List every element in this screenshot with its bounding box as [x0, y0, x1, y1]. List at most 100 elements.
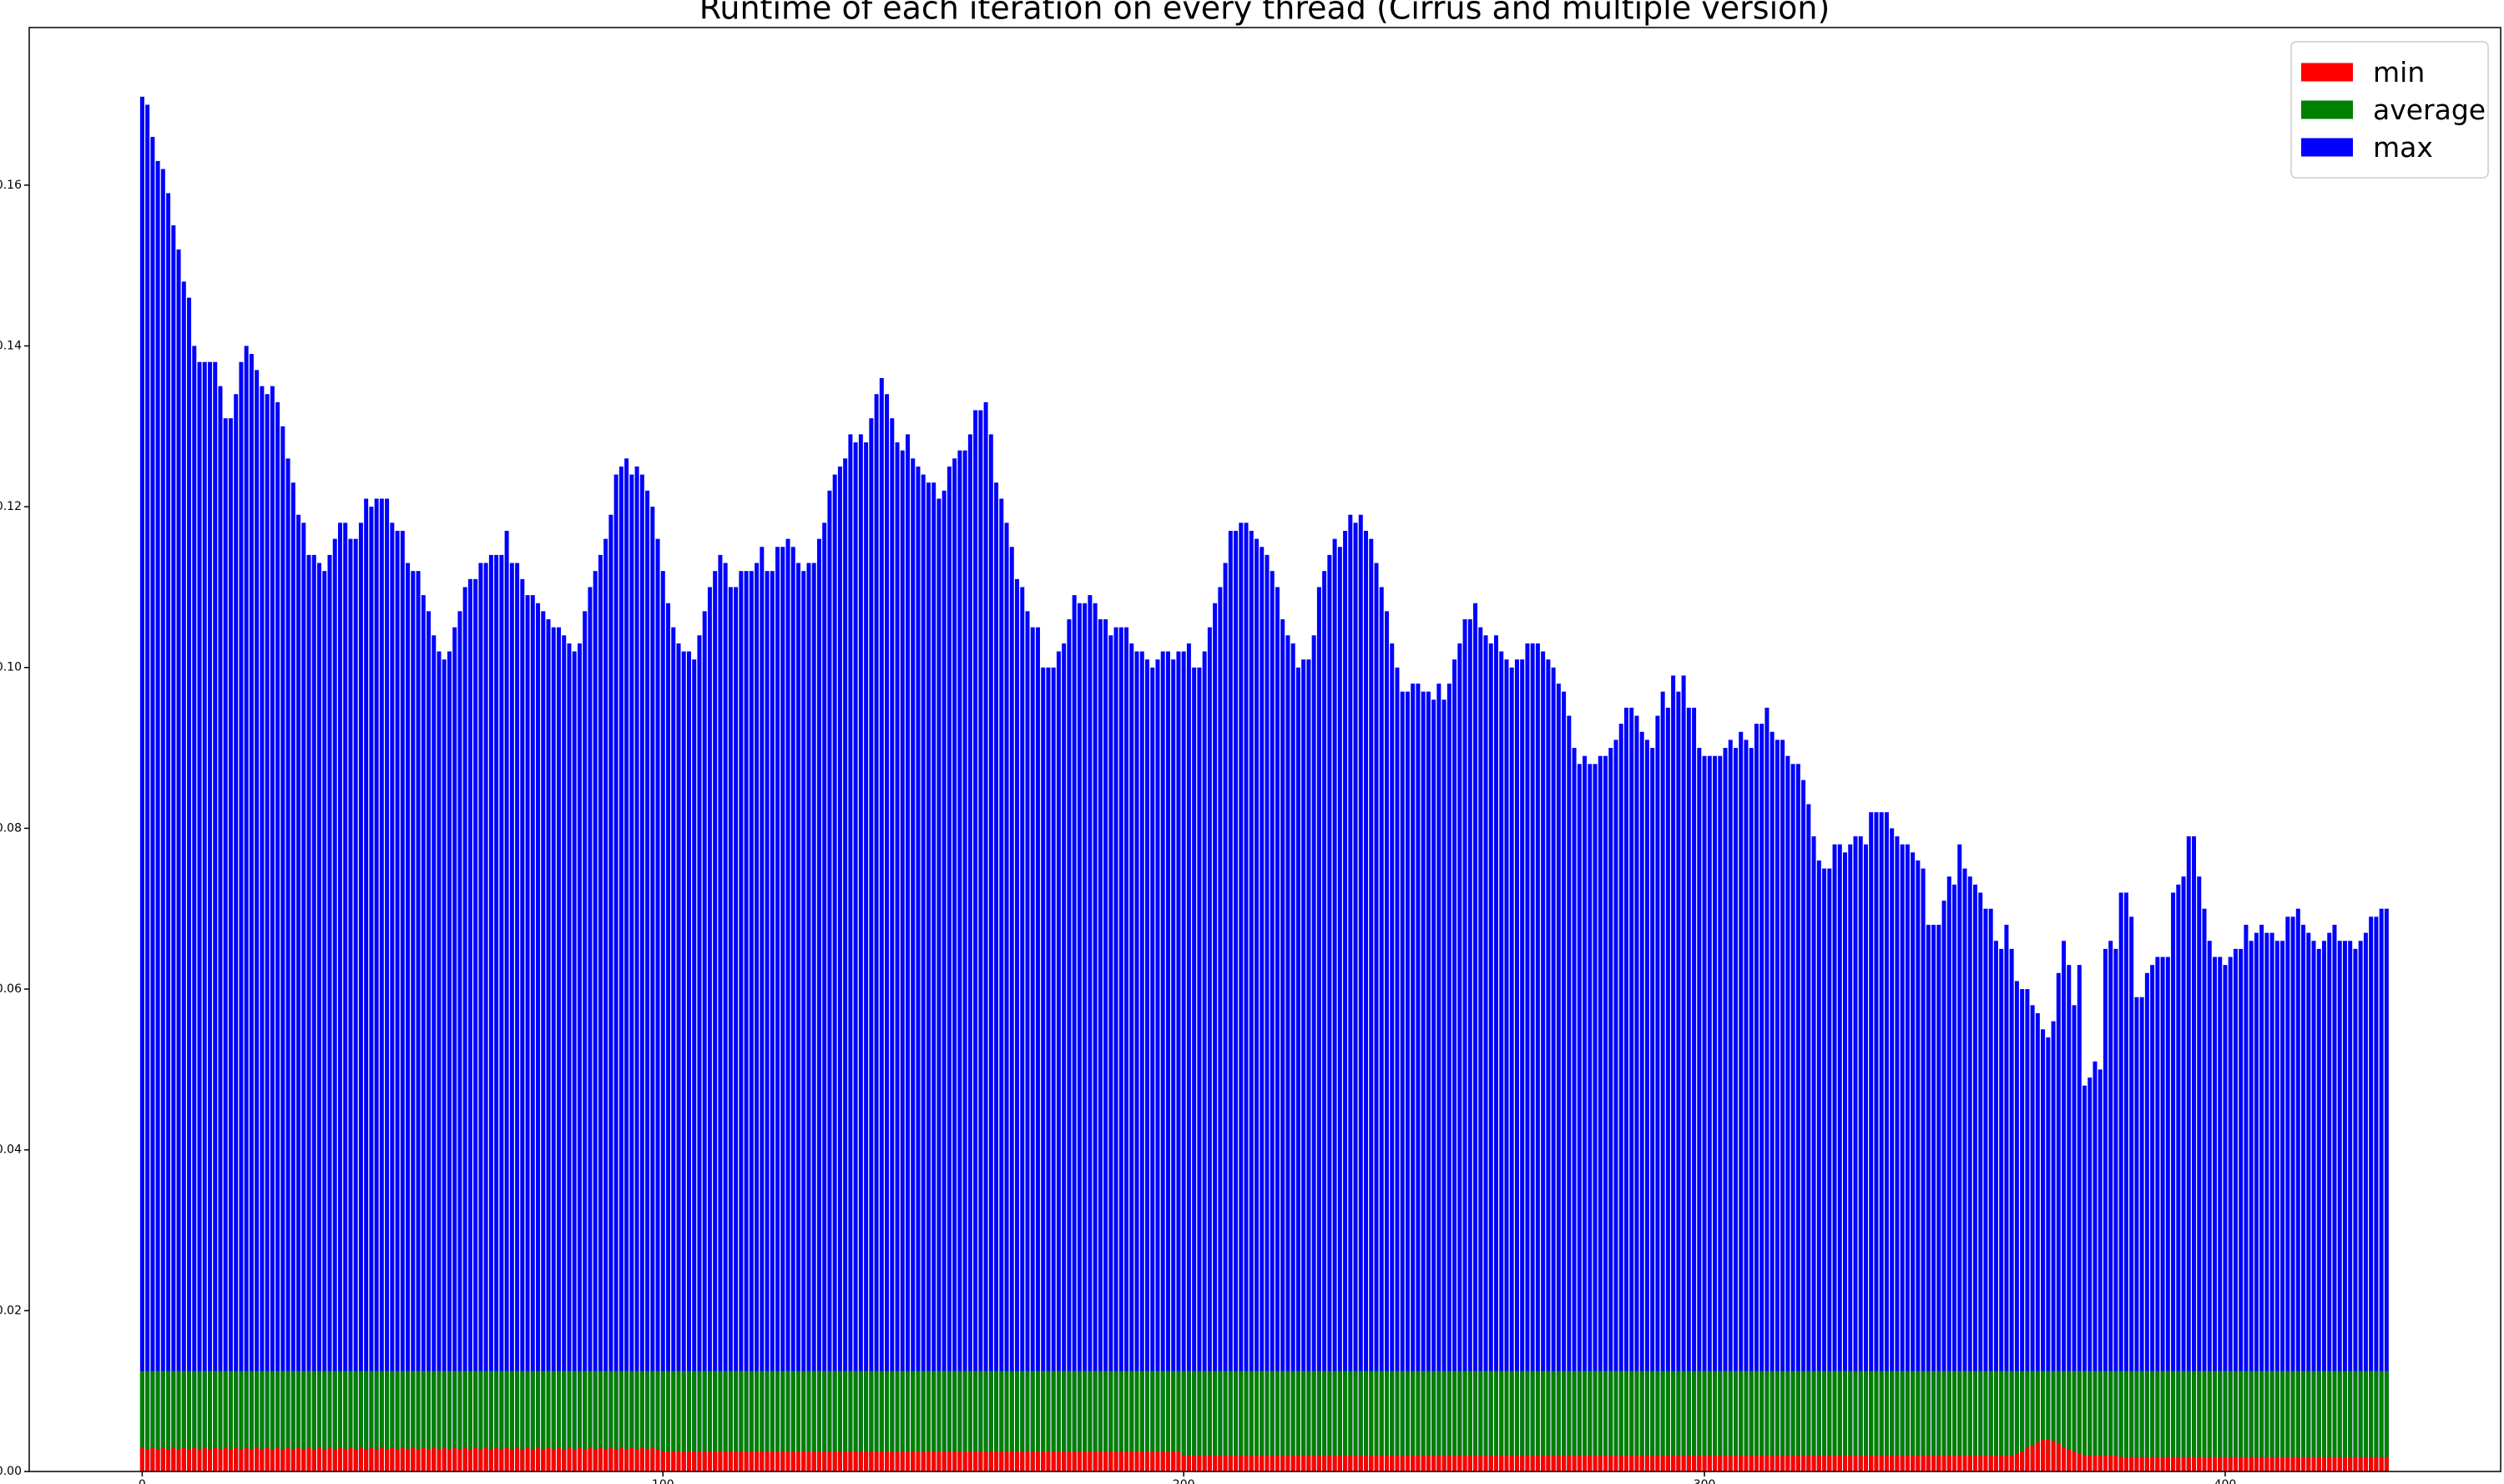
bar — [921, 1370, 926, 1471]
bar — [655, 1370, 660, 1471]
bar — [2139, 997, 2144, 1471]
bar — [244, 1447, 249, 1471]
bar — [1514, 659, 1519, 1471]
bar — [1088, 595, 1093, 1471]
bar — [306, 1370, 311, 1471]
bar — [1025, 1451, 1030, 1471]
bar — [1416, 1370, 1421, 1471]
bar — [634, 1449, 639, 1471]
bar — [1004, 1370, 1009, 1471]
bar — [1556, 1370, 1561, 1471]
bar — [2228, 1456, 2233, 1471]
bar — [832, 1451, 837, 1471]
bar — [509, 563, 514, 1471]
bar — [1613, 1370, 1618, 1471]
bar — [1249, 1370, 1254, 1471]
bar — [228, 418, 233, 1471]
bar — [911, 1370, 916, 1471]
bar — [2316, 1456, 2321, 1471]
bar — [207, 361, 212, 1472]
bar — [686, 1370, 691, 1471]
bar — [676, 1370, 681, 1471]
bar — [1041, 667, 1046, 1471]
bar — [364, 498, 369, 1471]
bar — [952, 458, 957, 1471]
bar — [478, 1449, 483, 1471]
bar — [275, 401, 280, 1472]
bar — [1322, 1370, 1327, 1471]
bar — [666, 603, 671, 1471]
bar — [572, 651, 577, 1471]
bar — [244, 346, 249, 1472]
bar — [2259, 924, 2264, 1471]
bar — [1639, 1455, 1644, 1471]
bar — [1702, 1455, 1707, 1471]
bar — [1249, 1455, 1254, 1471]
bar — [1577, 764, 1582, 1471]
bar — [1364, 530, 1369, 1471]
bar — [1785, 1455, 1790, 1471]
bar — [827, 1370, 832, 1471]
bar — [2207, 941, 2212, 1471]
bar — [2342, 941, 2347, 1471]
bar — [2051, 1021, 2056, 1471]
bar — [1775, 1370, 1780, 1471]
bar — [332, 1370, 337, 1471]
bar — [957, 1370, 962, 1471]
bar — [801, 1451, 806, 1471]
bar — [2088, 1370, 2093, 1471]
bar — [432, 1370, 437, 1471]
bar — [1467, 1370, 1472, 1471]
bar — [317, 1370, 322, 1471]
bar — [1895, 1370, 1900, 1471]
bar — [520, 1370, 525, 1471]
bar — [530, 1449, 535, 1471]
bar — [1832, 1455, 1837, 1471]
bar — [1046, 1370, 1051, 1471]
bar — [1145, 659, 1149, 1471]
bar — [488, 1449, 493, 1471]
bar — [1665, 1455, 1670, 1471]
bar — [202, 1447, 207, 1471]
bar — [2301, 1456, 2306, 1471]
bar — [358, 522, 363, 1471]
bar — [1790, 1455, 1795, 1471]
bar — [332, 1449, 337, 1471]
bar — [265, 1370, 270, 1471]
bar — [2290, 1456, 2295, 1471]
bar — [2322, 1370, 2326, 1471]
bar — [795, 1451, 800, 1471]
bar — [947, 466, 952, 1471]
bar — [916, 466, 921, 1471]
bar — [1077, 1451, 1082, 1471]
bar — [301, 1370, 306, 1471]
bar — [348, 1447, 353, 1471]
bar — [1660, 691, 1665, 1471]
bar — [1639, 1370, 1644, 1471]
bar — [1577, 1455, 1582, 1471]
bar — [1067, 618, 1072, 1471]
bar — [1884, 812, 1889, 1471]
bar — [1739, 731, 1744, 1471]
bar — [692, 1451, 697, 1471]
bar — [1686, 1370, 1691, 1471]
bar — [1686, 1455, 1691, 1471]
bar — [1644, 739, 1649, 1471]
bar — [427, 611, 432, 1471]
bar — [1441, 1370, 1446, 1471]
bar — [2014, 981, 2019, 1471]
bar — [942, 1370, 947, 1471]
bar — [879, 1370, 884, 1471]
bar — [1405, 691, 1410, 1471]
bar — [1916, 1455, 1921, 1471]
bar — [1343, 530, 1348, 1471]
bar — [442, 1370, 447, 1471]
bar — [2144, 1370, 2149, 1471]
bar — [1374, 1370, 1379, 1471]
bar — [2072, 1370, 2077, 1471]
bar — [1197, 1455, 1202, 1471]
bar — [1754, 1370, 1759, 1471]
bar — [1098, 1451, 1103, 1471]
bar — [1785, 1370, 1790, 1471]
bar — [947, 1370, 952, 1471]
